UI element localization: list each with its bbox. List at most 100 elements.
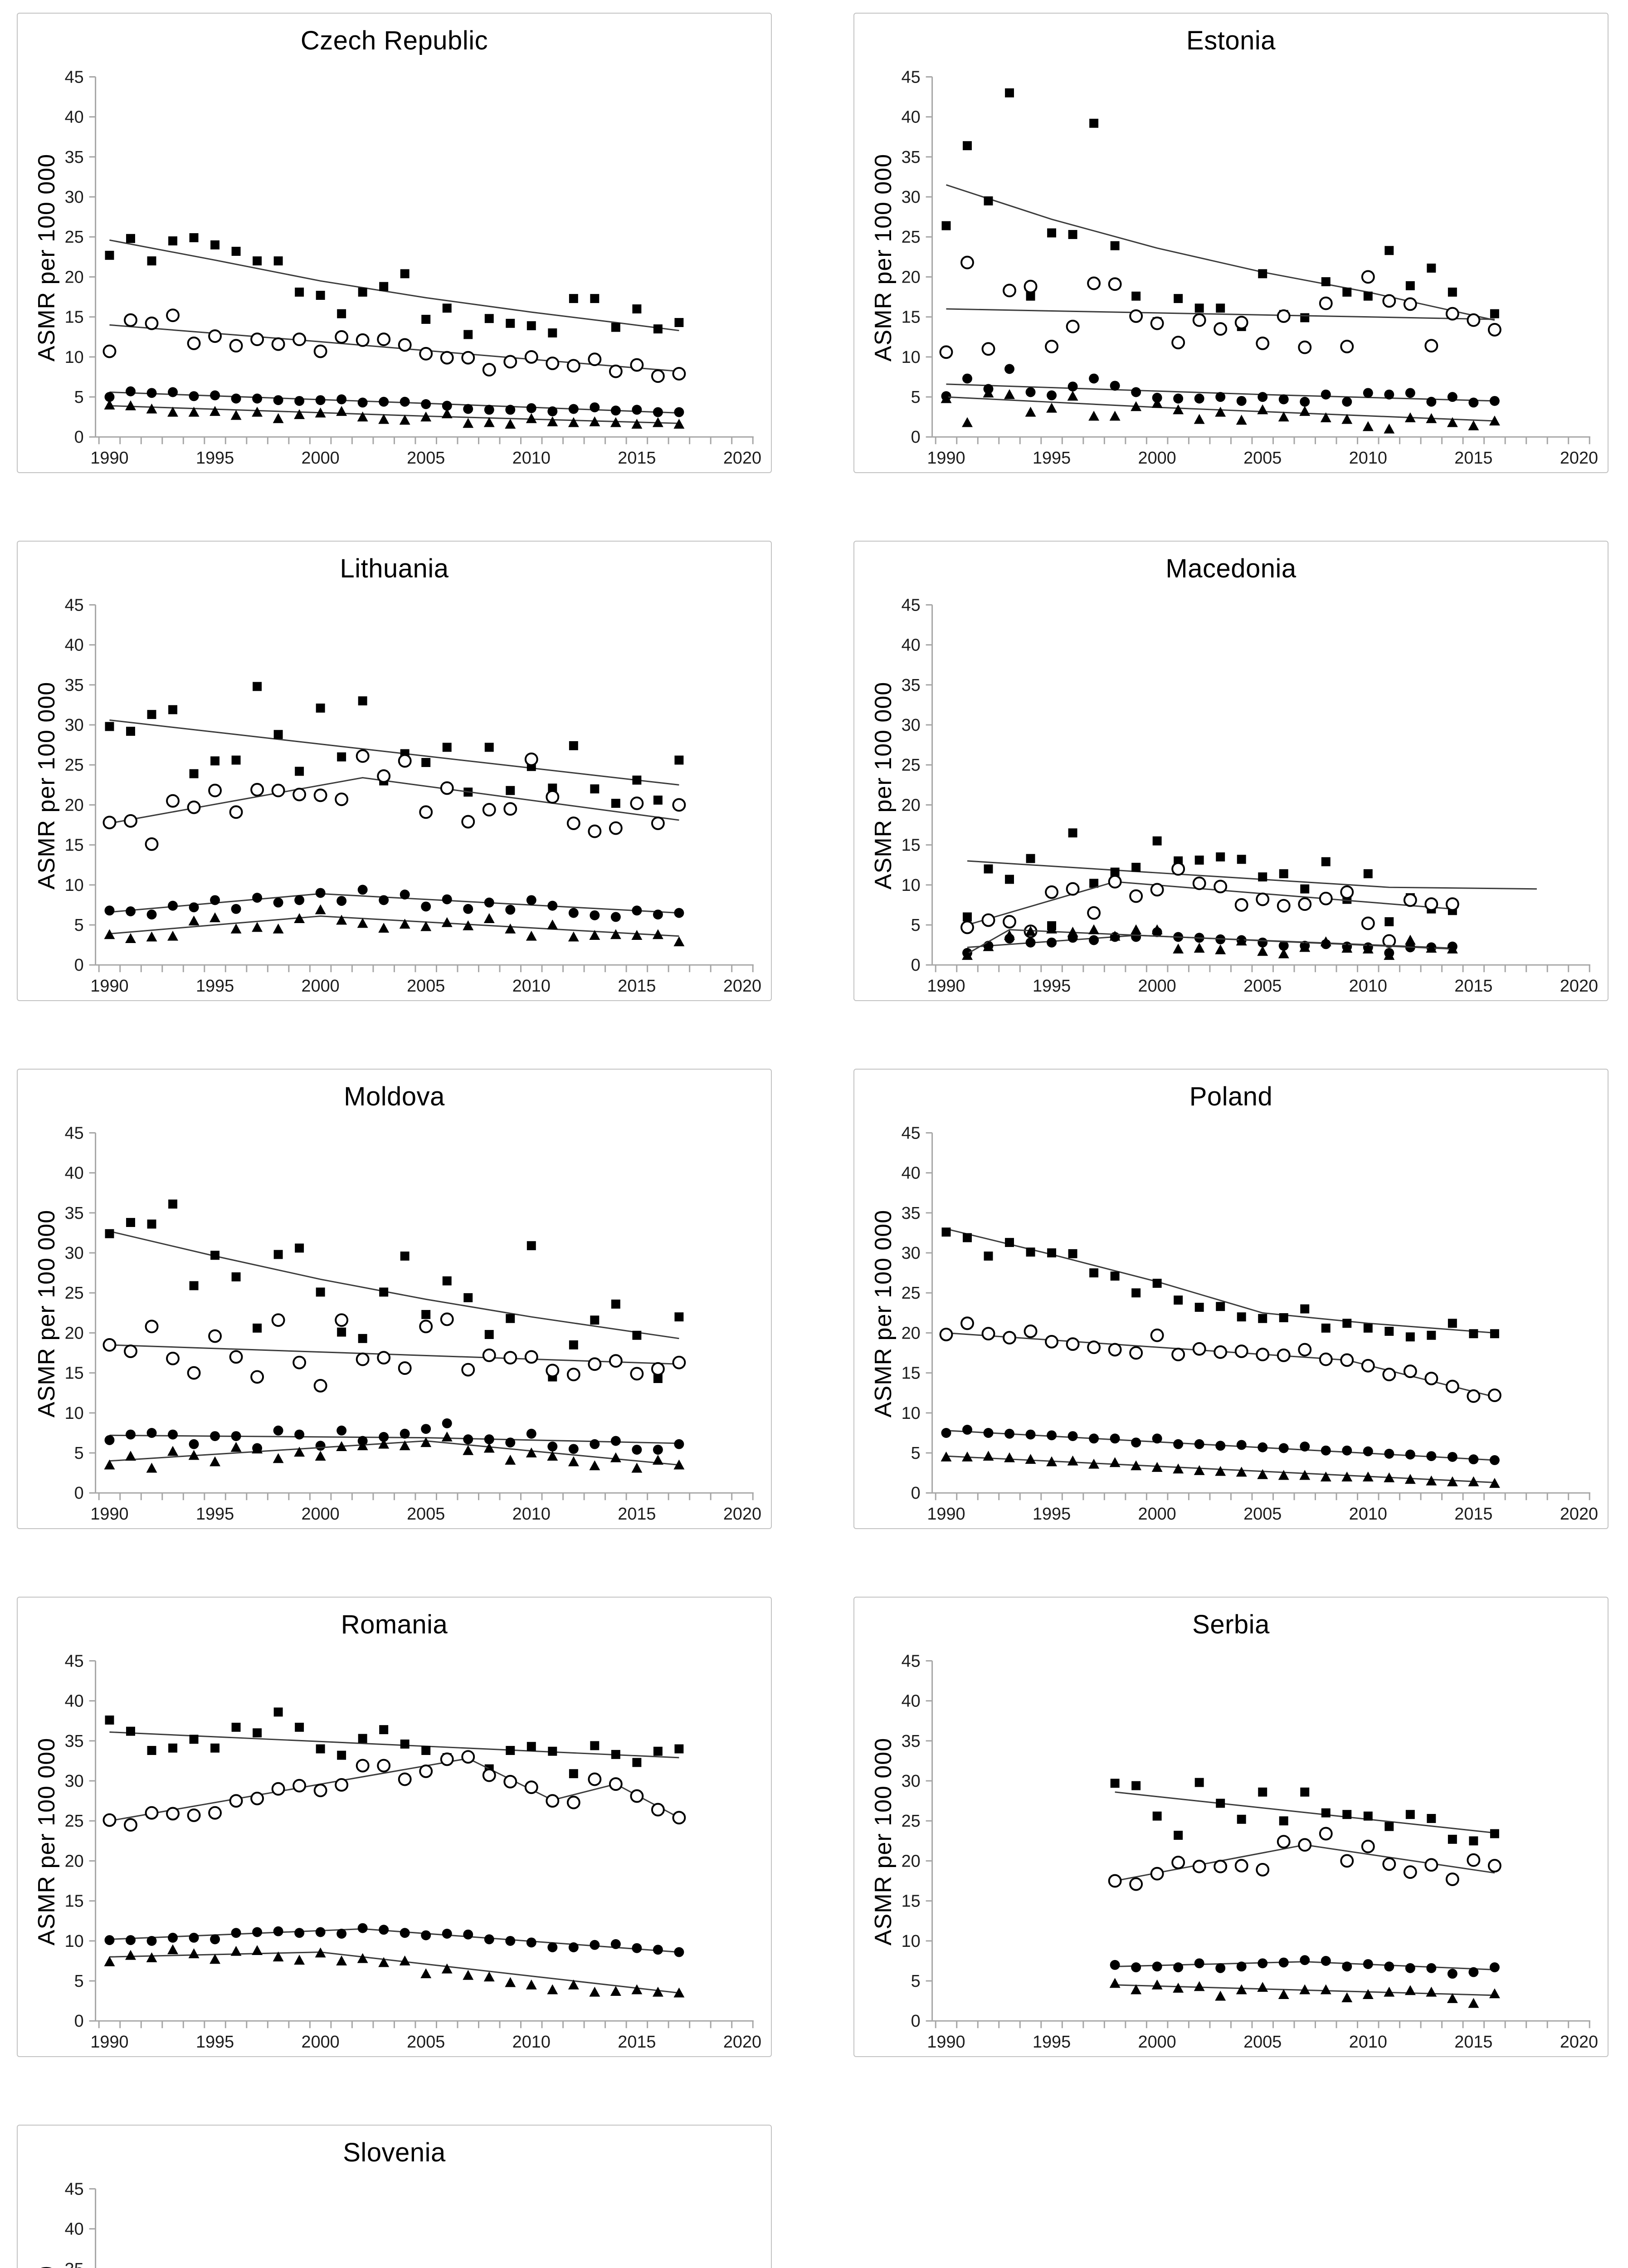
svg-text:2010: 2010 (1349, 449, 1387, 468)
svg-text:30: 30 (65, 1244, 84, 1263)
svg-text:5: 5 (74, 1444, 84, 1463)
svg-text:40: 40 (65, 636, 84, 655)
svg-text:2010: 2010 (1349, 2033, 1387, 2052)
svg-text:10: 10 (902, 876, 921, 895)
svg-text:10: 10 (902, 1932, 921, 1951)
svg-text:40: 40 (902, 636, 921, 655)
chart-panel-lithuania: Lithuania ASMR per 100 000 0 5 10 15 20 25 30 3… (17, 541, 772, 1001)
chart-czech-republic-plot: 0 5 10 15 20 25 30 35 40 45 1990 1995 2000 2005 2010 20… (65, 68, 761, 468)
svg-text:35: 35 (902, 676, 921, 695)
svg-text:2015: 2015 (1454, 2033, 1492, 2052)
chart-title: Moldova (344, 1082, 445, 1111)
svg-text:2010: 2010 (512, 2033, 551, 2052)
series-filled-square (105, 1199, 684, 1383)
svg-text:0: 0 (911, 1484, 921, 1503)
series-filled-triangle (104, 1944, 685, 1998)
series-filled-square (1110, 1778, 1499, 1846)
svg-text:2015: 2015 (1454, 1505, 1492, 1524)
svg-text:20: 20 (65, 1324, 84, 1343)
svg-text:2005: 2005 (1243, 977, 1282, 996)
svg-text:1995: 1995 (196, 2033, 234, 2052)
svg-text:2020: 2020 (723, 1505, 761, 1524)
svg-text:1990: 1990 (90, 977, 128, 996)
svg-text:25: 25 (902, 228, 921, 247)
svg-text:45: 45 (902, 1124, 921, 1143)
chart-title: Lithuania (340, 554, 449, 583)
svg-text:2020: 2020 (1560, 977, 1598, 996)
svg-text:2020: 2020 (1560, 449, 1598, 468)
svg-text:30: 30 (902, 716, 921, 735)
series-open-circle (102, 749, 686, 851)
svg-text:35: 35 (902, 1204, 921, 1223)
svg-text:0: 0 (74, 428, 84, 447)
series-filled-circle (1110, 1955, 1500, 1979)
svg-text:2010: 2010 (512, 977, 551, 996)
svg-text:35: 35 (65, 2260, 84, 2268)
svg-text:35: 35 (65, 1204, 84, 1223)
axes: 0 5 10 15 20 25 30 35 40 45 1990 1995 2000 2005 2010 20… (65, 1124, 761, 1524)
chart-poland-plot: 0 5 10 15 20 25 30 35 40 45 1990 1995 2000 2005 2010 20… (902, 1124, 1598, 1524)
svg-text:15: 15 (902, 1364, 921, 1383)
svg-text:1995: 1995 (1033, 1505, 1071, 1524)
series-filled-square (105, 233, 684, 339)
svg-text:15: 15 (902, 308, 921, 327)
svg-text:40: 40 (902, 1692, 921, 1711)
series-open-circle (939, 255, 1501, 359)
series-filled-square (105, 1707, 684, 1779)
svg-text:2010: 2010 (512, 449, 551, 468)
svg-text:2005: 2005 (407, 2033, 445, 2052)
svg-text:2020: 2020 (1560, 2033, 1598, 2052)
chart-title: Czech Republic (300, 26, 488, 55)
svg-text:2020: 2020 (723, 977, 761, 996)
axes: 0 5 10 15 20 25 30 35 40 45 1990 1995 2000 2005 2010 20… (902, 1652, 1598, 2052)
svg-text:45: 45 (902, 68, 921, 87)
svg-text:20: 20 (902, 268, 921, 287)
svg-text:45: 45 (65, 596, 84, 615)
svg-text:15: 15 (902, 836, 921, 855)
chart-title: Estonia (1186, 26, 1276, 55)
series-filled-triangle (104, 904, 685, 947)
series-open-circle (960, 862, 1459, 948)
svg-text:25: 25 (902, 756, 921, 775)
svg-text:2005: 2005 (407, 449, 445, 468)
chart-panel-slovenia: Slovenia ASMR per 100 000 05101520253035… (17, 2125, 772, 2268)
svg-text:1990: 1990 (927, 1505, 965, 1524)
svg-text:2000: 2000 (302, 2033, 340, 2052)
svg-text:2020: 2020 (723, 449, 761, 468)
chart-title: Macedonia (1165, 554, 1297, 583)
svg-text:45: 45 (902, 1652, 921, 1671)
svg-text:30: 30 (902, 188, 921, 207)
series-filled-triangle (104, 399, 685, 429)
svg-text:2000: 2000 (1138, 1505, 1176, 1524)
svg-text:25: 25 (65, 756, 84, 775)
svg-text:5: 5 (74, 388, 84, 407)
svg-text:5: 5 (911, 388, 921, 407)
chart-panel-estonia: Estonia ASMR per 100 000 0 5 10 15 20 25 30 35 4… (853, 13, 1609, 473)
series-filled-circle (941, 1424, 1500, 1465)
svg-text:2015: 2015 (1454, 977, 1492, 996)
chart-serbia-plot: 0 5 10 15 20 25 30 35 40 45 1990 1995 2000 2005 2010 20… (902, 1652, 1598, 2052)
svg-text:5: 5 (74, 1972, 84, 1991)
svg-text:10: 10 (902, 1404, 921, 1423)
svg-text:20: 20 (65, 796, 84, 815)
chart-title: Serbia (1192, 1610, 1270, 1639)
svg-text:0: 0 (74, 956, 84, 975)
svg-text:2020: 2020 (723, 2033, 761, 2052)
chart-romania-plot: 0 5 10 15 20 25 30 35 40 45 1990 1995 2000 2005 2010 20… (65, 1652, 761, 2052)
series-filled-circle (104, 1418, 684, 1455)
series-open-circle (102, 1750, 686, 1832)
chart-lithuania-plot: 0 5 10 15 20 25 30 35 40 45 1990 1995 2000 2005 2010 20… (65, 596, 761, 996)
chart-title: Poland (1189, 1082, 1273, 1111)
svg-text:5: 5 (74, 916, 84, 935)
chart-panel-poland: Poland ASMR per 100 000 0 5 10 15 20 25 30 35 40… (853, 1069, 1609, 1529)
svg-text:2000: 2000 (302, 977, 340, 996)
svg-text:2015: 2015 (1454, 449, 1492, 468)
svg-text:25: 25 (902, 1284, 921, 1303)
svg-text:1995: 1995 (1033, 449, 1071, 468)
svg-text:20: 20 (902, 1852, 921, 1871)
axes: 0 5 10 15 20 25 30 35 40 45 1990 1995 2000 2005 2010 20… (902, 596, 1598, 996)
series-filled-triangle (1109, 1978, 1500, 2008)
series-open-circle (1108, 1827, 1501, 1891)
svg-text:2000: 2000 (1138, 977, 1176, 996)
series-filled-square (105, 682, 684, 808)
